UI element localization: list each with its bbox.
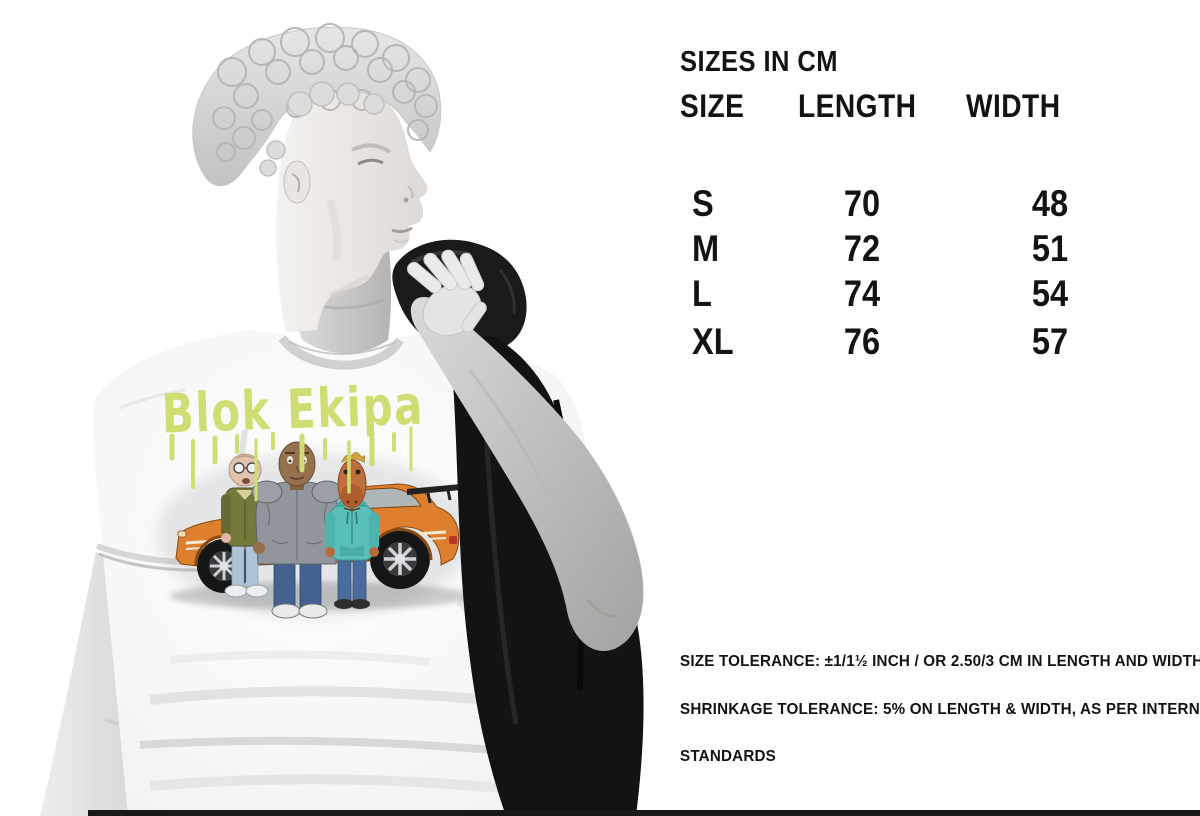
size-label: M <box>692 228 720 269</box>
statue-ear <box>283 160 311 204</box>
brand-text: Blok Ekipa <box>161 373 425 445</box>
size-chart-title-text: SIZES IN CM <box>680 46 838 78</box>
size-chart-title: SIZES IN CM <box>680 48 860 77</box>
paint-drips <box>169 426 413 502</box>
size-label: XL <box>692 321 734 362</box>
tshirt-brand-graffiti: Blok Ekipa <box>161 373 425 502</box>
statue-lips <box>391 226 413 234</box>
length-value: 74 <box>843 273 881 314</box>
tshirt-collar <box>278 335 404 370</box>
table-row: M 72 51 <box>0 229 1200 269</box>
statue-raised-forearm <box>410 296 644 652</box>
statue-curly-hair <box>192 23 442 187</box>
statue-face <box>276 87 428 332</box>
character-big-guy <box>251 441 343 619</box>
statue-head <box>192 23 442 332</box>
length-value: 72 <box>843 228 881 269</box>
statue-eye <box>357 158 384 166</box>
width-value: 48 <box>1031 183 1069 224</box>
car-rear-wheel <box>370 529 430 589</box>
column-header-width: WIDTH <box>966 88 1061 124</box>
statue-hand <box>406 249 487 336</box>
statue-photo: Blok Ekipa <box>40 23 644 816</box>
shrinkage-tolerance-note: SHRINKAGE TOLERANCE: 5% ON LENGTH & WIDT… <box>680 701 1200 718</box>
bottom-edge-strip <box>88 810 1200 816</box>
column-header-length: LENGTH <box>798 88 917 124</box>
width-value: 57 <box>1031 321 1069 362</box>
length-value: 76 <box>843 321 881 362</box>
column-header-size: SIZE <box>680 88 745 124</box>
width-value: 54 <box>1031 273 1069 314</box>
table-row: L 74 54 <box>0 274 1200 314</box>
tshirt-print: Blok Ekipa <box>157 373 473 619</box>
table-row: XL 76 57 <box>0 322 1200 362</box>
character-long-face <box>325 452 379 609</box>
table-row: S 70 48 <box>0 184 1200 224</box>
width-value: 51 <box>1031 228 1069 269</box>
size-label: L <box>692 273 712 314</box>
length-value: 70 <box>843 183 881 224</box>
standards-note: STANDARDS <box>680 748 777 765</box>
size-tolerance-note: SIZE TOLERANCE: ±1/1½ INCH / OR 2.50/3 C… <box>680 653 1200 670</box>
size-label: S <box>692 183 714 224</box>
